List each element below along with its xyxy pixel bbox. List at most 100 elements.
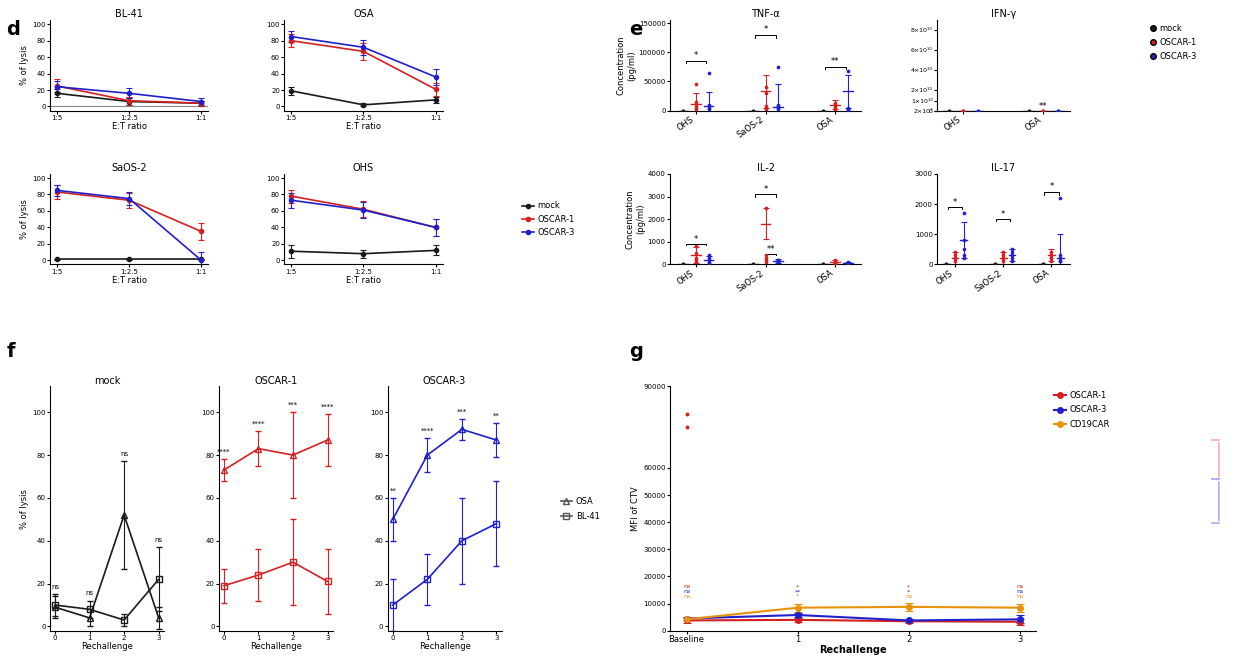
Text: ns: ns <box>1017 584 1023 590</box>
Point <box>993 253 1013 264</box>
Point <box>699 258 719 268</box>
Point <box>743 259 763 270</box>
Point <box>1050 253 1070 264</box>
Point <box>769 257 789 268</box>
Text: **: ** <box>831 58 840 66</box>
Text: **: ** <box>1039 101 1048 111</box>
X-axis label: E:T ratio: E:T ratio <box>346 276 381 285</box>
Point <box>755 250 775 261</box>
Point <box>1033 259 1053 270</box>
Text: *: * <box>694 52 698 60</box>
Point <box>699 99 719 110</box>
Point <box>755 252 775 263</box>
Point <box>1050 256 1070 267</box>
X-axis label: E:T ratio: E:T ratio <box>346 122 381 131</box>
Title: SaOS-2: SaOS-2 <box>111 163 147 173</box>
Y-axis label: Concentration
(pg/ml): Concentration (pg/ml) <box>617 36 635 95</box>
Point <box>812 105 832 116</box>
Point <box>1019 105 1039 116</box>
Point <box>938 105 958 116</box>
Point <box>825 258 845 268</box>
Point <box>677 422 697 433</box>
Text: ns: ns <box>51 584 59 590</box>
Point <box>825 101 845 111</box>
Text: **: ** <box>493 413 500 419</box>
Y-axis label: Concentration
(pg/ml): Concentration (pg/ml) <box>625 189 645 249</box>
Point <box>812 105 832 116</box>
Text: ns: ns <box>86 590 93 597</box>
Point <box>937 259 957 270</box>
Text: **: ** <box>390 488 396 494</box>
Point <box>743 105 763 116</box>
Text: *: * <box>764 25 768 34</box>
Point <box>743 259 763 270</box>
Point <box>1050 250 1070 261</box>
Point <box>687 254 706 265</box>
Point <box>687 248 706 258</box>
X-axis label: E:T ratio: E:T ratio <box>112 122 147 131</box>
Point <box>1042 253 1062 264</box>
Point <box>812 105 832 116</box>
Point <box>825 98 845 109</box>
Point <box>937 259 957 270</box>
Text: ns: ns <box>155 537 163 543</box>
Text: ****: **** <box>252 421 265 427</box>
Point <box>769 99 789 110</box>
Point <box>993 250 1013 261</box>
Point <box>674 259 694 270</box>
Point <box>968 105 988 116</box>
Point <box>837 258 857 268</box>
Point <box>968 5 988 15</box>
Point <box>769 254 789 265</box>
Point <box>674 105 694 116</box>
Point <box>674 259 694 270</box>
Point <box>699 101 719 111</box>
Point <box>687 103 706 114</box>
Point <box>677 408 697 419</box>
Point <box>953 105 973 116</box>
Point <box>953 244 973 255</box>
Point <box>674 105 694 116</box>
Point <box>837 103 857 114</box>
Point <box>1002 247 1022 258</box>
Point <box>1033 105 1053 116</box>
Point <box>687 252 706 263</box>
Point <box>1042 253 1062 264</box>
X-axis label: Rechallenge: Rechallenge <box>249 642 302 652</box>
Point <box>1050 256 1070 267</box>
Text: ns: ns <box>1017 594 1023 599</box>
Point <box>825 257 845 268</box>
Point <box>769 257 789 268</box>
Point <box>944 250 964 261</box>
Point <box>1042 250 1062 261</box>
Point <box>825 98 845 109</box>
Point <box>1048 105 1068 116</box>
Point <box>825 254 845 265</box>
Point <box>1048 105 1068 116</box>
Point <box>769 62 789 72</box>
Point <box>755 104 775 115</box>
Point <box>1050 193 1070 203</box>
X-axis label: E:T ratio: E:T ratio <box>112 276 147 285</box>
Title: TNF-α: TNF-α <box>751 9 780 19</box>
Point <box>984 259 1004 270</box>
Point <box>953 253 973 264</box>
Y-axis label: % of lysis: % of lysis <box>20 488 30 529</box>
Point <box>743 105 763 116</box>
Point <box>755 101 775 111</box>
Point <box>755 257 775 268</box>
Point <box>937 259 957 270</box>
Point <box>993 253 1013 264</box>
Text: **: ** <box>766 245 775 254</box>
Title: OHS: OHS <box>353 163 374 173</box>
Point <box>825 258 845 268</box>
Text: *: * <box>796 594 799 599</box>
Title: IL-17: IL-17 <box>992 163 1015 173</box>
Text: d: d <box>6 20 20 39</box>
Point <box>687 101 706 111</box>
Title: IL-2: IL-2 <box>756 163 775 173</box>
Point <box>837 258 857 269</box>
Point <box>993 256 1013 267</box>
Point <box>953 250 973 261</box>
Point <box>825 104 845 115</box>
